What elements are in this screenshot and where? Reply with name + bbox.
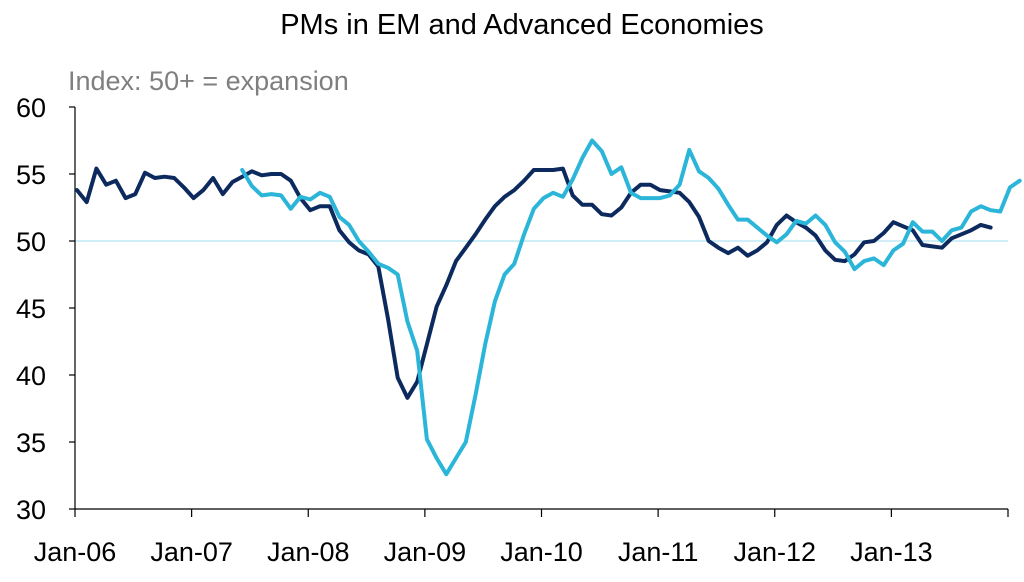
y-tick-labels: 30 35 40 45 50 55 60 xyxy=(16,93,75,525)
series-line-1 xyxy=(75,166,993,400)
x-tick-label: Jan-06 xyxy=(34,537,117,567)
y-tick-label: 60 xyxy=(16,93,46,123)
series-line-2 xyxy=(240,138,1022,477)
x-tick-label: Jan-08 xyxy=(267,537,350,567)
x-tick-label: Jan-09 xyxy=(384,537,467,567)
chart-title: PMs in EM and Advanced Economies xyxy=(280,9,764,41)
y-tick-label: 30 xyxy=(16,495,46,525)
x-tick-label: Jan-12 xyxy=(733,537,816,567)
y-tick-label: 40 xyxy=(16,361,46,391)
x-tick-labels: Jan-06 Jan-07 Jan-08 Jan-09 Jan-10 Jan-11 Jan-… xyxy=(34,509,1009,567)
series-group xyxy=(75,138,1022,477)
x-tick-label: Jan-11 xyxy=(618,537,699,567)
x-tick-label: Jan-13 xyxy=(850,537,933,567)
x-tick-label: Jan-10 xyxy=(500,537,583,567)
x-tick-label: Jan-07 xyxy=(150,537,233,567)
axes-group xyxy=(74,107,1008,510)
y-tick-label: 55 xyxy=(16,160,46,190)
chart-subtitle: Index: 50+ = expansion xyxy=(68,66,349,96)
y-tick-label: 45 xyxy=(16,294,46,324)
y-tick-label: 35 xyxy=(16,428,46,458)
y-tick-label: 50 xyxy=(16,227,46,257)
